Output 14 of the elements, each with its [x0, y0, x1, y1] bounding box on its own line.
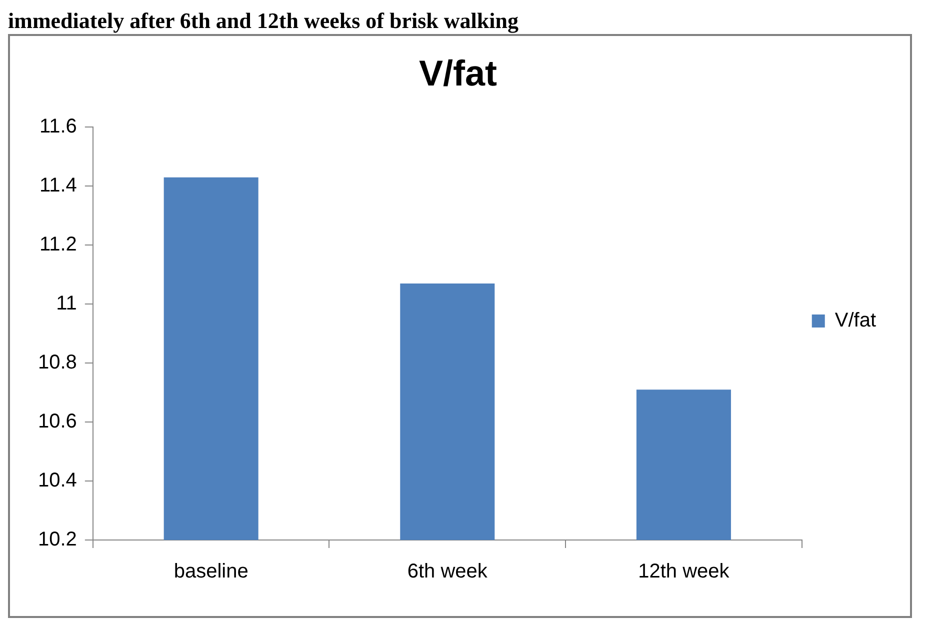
y-tick-label: 11.4 — [39, 174, 77, 197]
y-tick-label: 10.2 — [38, 528, 77, 551]
legend-label: V/fat — [834, 310, 876, 332]
x-tick-label: 6th week — [407, 560, 488, 583]
y-tick-label: 10.6 — [38, 410, 77, 433]
chart-title: V/fat — [418, 52, 498, 94]
x-tick-label: 12th week — [638, 560, 730, 583]
y-tick-label: 11.2 — [39, 234, 77, 256]
y-tick-label: 10.4 — [38, 470, 77, 492]
y-tick-label: 11 — [56, 292, 77, 315]
text: immediately after 6th and 12th weeks of brisk walking — [8, 8, 520, 34]
y-tick-label: 10.8 — [38, 352, 77, 374]
x-tick-label: baseline — [174, 560, 248, 583]
y-tick-label: 11.6 — [39, 116, 77, 138]
